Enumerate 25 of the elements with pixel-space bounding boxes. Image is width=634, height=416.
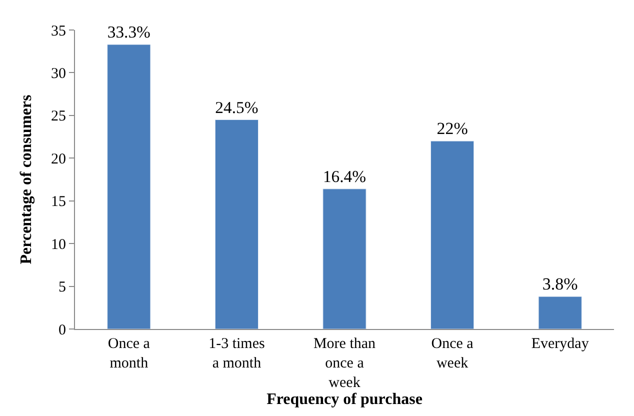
x-axis-title: Frequency of purchase [266, 391, 422, 408]
y-tick-label: 0 [58, 322, 66, 338]
x-tick-label: 1-3 times a month [208, 336, 265, 372]
data-label: 33.3% [107, 22, 151, 42]
x-tick-label: Once a month [108, 336, 150, 372]
x-tick-label: Everyday [531, 336, 590, 352]
data-label: 16.4% [322, 166, 366, 186]
bar [322, 188, 366, 329]
data-label: 3.8% [542, 274, 578, 294]
y-tick-label: 10 [51, 236, 66, 253]
data-label: 22% [436, 119, 468, 138]
y-tick-label: 30 [51, 66, 66, 82]
bar [214, 119, 259, 329]
bar [107, 44, 151, 329]
bar [430, 140, 474, 329]
y-tick-label: 20 [51, 151, 66, 168]
y-tick-label: 15 [51, 194, 66, 210]
bar [538, 296, 582, 329]
y-tick-label: 25 [51, 108, 66, 125]
x-tick-label: Once a week [431, 336, 474, 372]
x-tick-label: More than once a week [313, 336, 376, 391]
y-axis-title: Percentage of consumers [18, 94, 35, 264]
y-tick-label: 5 [58, 280, 66, 296]
data-label: 24.5% [215, 98, 258, 117]
y-tick-label: 35 [51, 23, 66, 40]
